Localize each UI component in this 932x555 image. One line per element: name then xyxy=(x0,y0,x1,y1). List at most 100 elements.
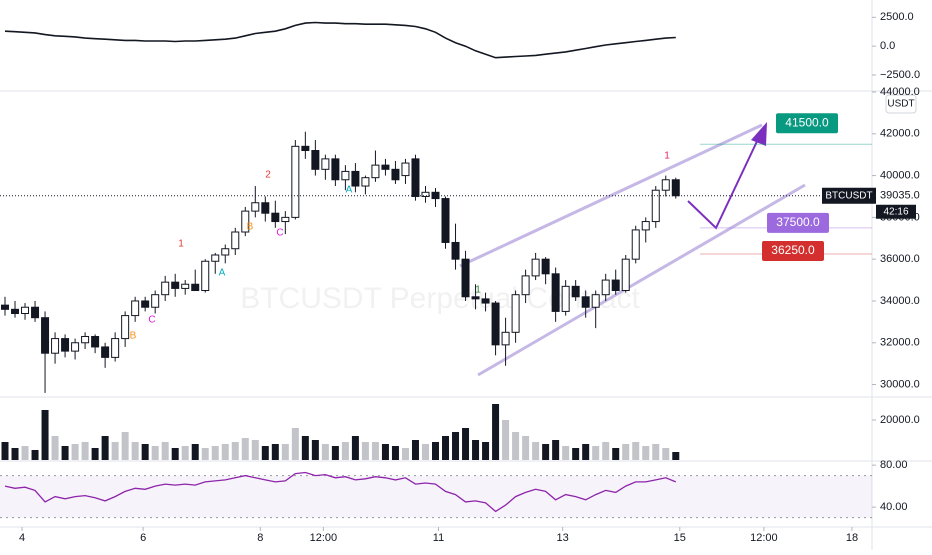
symbol-tag xyxy=(822,187,876,204)
volume-bar xyxy=(341,442,349,460)
volume-bar xyxy=(121,432,129,460)
candle-body xyxy=(11,308,20,315)
volume-bar xyxy=(81,442,89,460)
volume-bar xyxy=(131,442,139,460)
candle-body xyxy=(241,210,250,233)
x-tick-label: 11 xyxy=(433,532,444,544)
candle-body xyxy=(411,158,420,197)
signal-marker: 2 xyxy=(265,170,271,181)
candle-body xyxy=(61,338,70,352)
candle-body xyxy=(271,212,280,223)
y-tick-label: 32000.0 xyxy=(880,337,920,349)
candle-body xyxy=(401,162,410,177)
y-tick-label: 80.00 xyxy=(880,459,908,471)
volume-bar xyxy=(351,436,359,460)
candle-body xyxy=(621,258,630,292)
volume-bar xyxy=(261,446,269,460)
currency-box xyxy=(885,94,917,114)
volume-bar xyxy=(51,436,59,460)
candle-body xyxy=(101,346,110,358)
candle-body xyxy=(671,179,680,197)
volume-bar xyxy=(11,448,19,460)
candle-body xyxy=(371,164,380,179)
candle-body xyxy=(661,179,670,191)
signal-marker: A xyxy=(346,185,353,196)
signal-marker: B xyxy=(130,331,137,342)
y-tick-label: 0.0 xyxy=(880,40,895,52)
channel-lower xyxy=(477,183,806,377)
volume-bar xyxy=(251,440,259,460)
volume-bar xyxy=(662,448,670,460)
candle-body xyxy=(211,254,220,262)
candle-body xyxy=(91,335,100,348)
candle-body xyxy=(21,306,30,315)
last-price-label: 39035.0 xyxy=(880,190,920,202)
volume-bar xyxy=(542,444,550,460)
volume-bar xyxy=(161,442,169,460)
candle-body xyxy=(561,285,570,312)
volume-bar xyxy=(191,444,199,460)
candle-body xyxy=(321,158,330,170)
volume-bar xyxy=(652,444,660,460)
candle-body xyxy=(221,248,230,256)
volume-bar xyxy=(421,444,429,460)
candle-body xyxy=(111,338,120,358)
signal-marker: C xyxy=(276,228,283,239)
candle-body xyxy=(551,273,560,312)
candle-body xyxy=(181,283,190,289)
candle-body xyxy=(71,342,80,352)
volume-bar xyxy=(311,440,319,460)
countdown: 42:16 xyxy=(883,206,908,217)
indicator-line xyxy=(4,471,677,513)
candle-body xyxy=(171,281,180,289)
indicator-line xyxy=(4,21,676,59)
target-label: 37500.0 xyxy=(776,215,820,229)
volume-bar xyxy=(331,446,339,460)
candle-body xyxy=(161,281,170,296)
countdown-tag xyxy=(876,204,916,219)
volume-bar xyxy=(472,440,480,460)
candle-body xyxy=(51,338,60,354)
volume-bar xyxy=(41,410,49,460)
candle-body xyxy=(441,198,450,243)
candle-body xyxy=(381,164,390,170)
volume-bar xyxy=(291,428,299,460)
volume-bar xyxy=(452,432,460,460)
candle-body xyxy=(471,296,480,300)
volume-bar xyxy=(361,442,369,460)
symbol-label: BTCUSDT xyxy=(825,190,872,201)
volume-bar xyxy=(602,442,610,460)
rsi-band xyxy=(0,475,872,518)
target-tag xyxy=(767,212,829,233)
volume-bar xyxy=(442,436,450,460)
candle-body xyxy=(571,285,580,298)
y-tick-label: 34000.0 xyxy=(880,295,920,307)
target-tag xyxy=(776,113,838,134)
candle-body xyxy=(531,258,540,277)
candle-body xyxy=(351,170,360,187)
candle-body xyxy=(81,335,90,344)
candle-body xyxy=(511,294,520,333)
channel-upper xyxy=(459,123,763,268)
volume-bar xyxy=(532,442,540,460)
candle-body xyxy=(361,177,370,187)
x-tick-label: 18 xyxy=(846,532,858,544)
candle-body xyxy=(601,279,610,296)
y-tick-label: 44000.0 xyxy=(880,86,920,98)
signal-marker: 1 xyxy=(178,239,184,250)
volume-bar xyxy=(632,442,640,460)
volume-bar xyxy=(91,448,99,460)
volume-bar xyxy=(572,448,580,460)
signal-marker: 1 xyxy=(664,151,670,162)
candle-body xyxy=(451,241,460,260)
volume-bar xyxy=(582,444,590,460)
volume-bar xyxy=(622,444,630,460)
volume-bar xyxy=(482,442,490,460)
currency-label: USDT xyxy=(887,99,914,110)
volume-bar xyxy=(672,452,680,460)
x-tick-label: 6 xyxy=(140,532,146,544)
candle-body xyxy=(311,150,320,170)
